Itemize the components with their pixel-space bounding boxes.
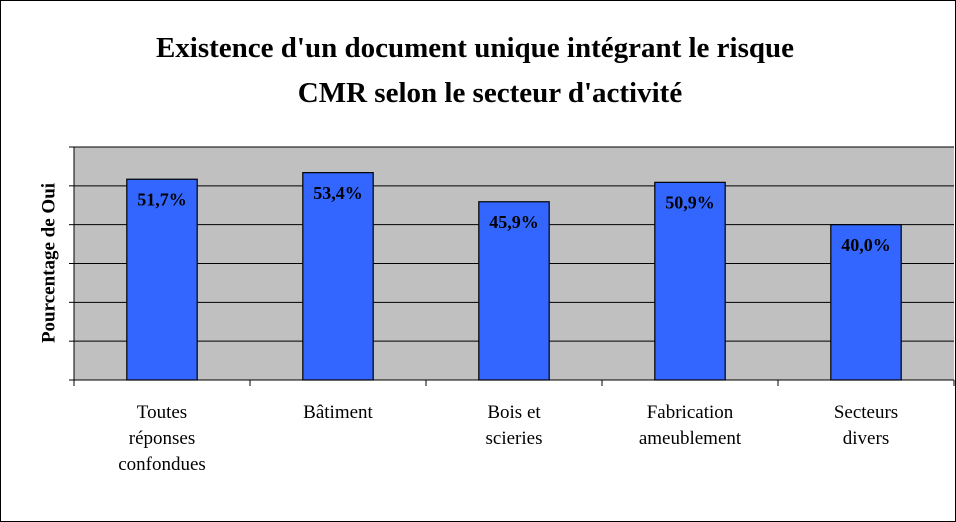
bar — [126, 178, 198, 381]
value-label: 53,4% — [313, 183, 363, 203]
value-label: 51,7% — [137, 189, 187, 209]
value-label: 40,0% — [841, 235, 891, 255]
x-tick-label: Secteurs divers — [833, 402, 899, 449]
bar — [302, 172, 374, 381]
y-axis-label: Pourcentage de Oui — [38, 183, 59, 343]
x-tick-label: Bois et scieries — [485, 402, 543, 449]
bar — [654, 181, 726, 381]
x-tick-label: Bâtiment — [303, 402, 373, 423]
value-label: 45,9% — [489, 212, 539, 232]
x-tick-label: Toutes réponses confondues — [118, 402, 206, 475]
bar — [478, 201, 550, 381]
chart-title: Existence d'un document unique intégrant… — [156, 32, 794, 109]
x-tick-label: Fabrication ameublement — [638, 402, 742, 449]
value-label: 50,9% — [665, 192, 715, 212]
